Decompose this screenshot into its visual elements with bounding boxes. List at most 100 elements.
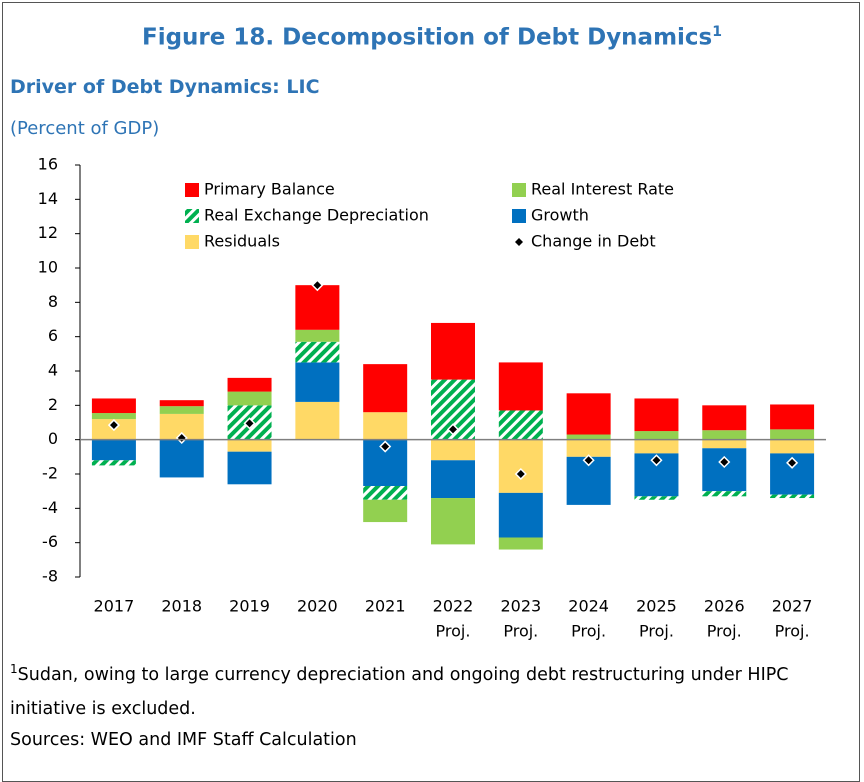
x-tick-label: 2021 — [365, 597, 406, 616]
legend-label: Real Interest Rate — [531, 180, 674, 199]
y-tick-label: 16 — [38, 155, 58, 174]
bar-segment — [227, 439, 272, 452]
x-tick-label: Proj. — [707, 622, 742, 641]
bar-segment — [702, 448, 747, 492]
footnote-mark: 1 — [10, 662, 18, 677]
bar-segment — [498, 410, 543, 440]
bar-segment — [634, 496, 679, 500]
chart-title: Figure 18. Decomposition of Debt Dynamic… — [142, 24, 713, 51]
bar-segment — [295, 329, 340, 342]
bar-segment — [431, 498, 475, 545]
bar-segment — [295, 341, 340, 363]
chart-title-block: Figure 18. Decomposition of Debt Dynamic… — [0, 24, 864, 51]
bar-segment — [634, 431, 679, 440]
x-tick-label: 2023 — [500, 597, 541, 616]
bar-segment — [566, 393, 611, 435]
change-marker — [446, 423, 460, 436]
footnote-text: Sudan, owing to large currency depreciat… — [10, 665, 789, 719]
y-tick-label: 12 — [38, 223, 58, 242]
bar-segment — [498, 537, 543, 550]
title-note-mark: 1 — [712, 24, 722, 40]
y-tick-label: 0 — [48, 429, 58, 448]
bar-segment — [634, 439, 679, 454]
bar-segment — [227, 451, 272, 485]
bar-segment — [227, 391, 272, 406]
y-tick-label: 4 — [48, 361, 58, 380]
x-tick-label: 2022 — [433, 597, 474, 616]
x-tick-label: 2027 — [772, 597, 813, 616]
bar-segment — [702, 405, 747, 431]
bar-segment — [431, 439, 475, 461]
bar-segment — [702, 439, 747, 449]
source: Sources: WEO and IMF Staff Calculation — [10, 730, 357, 750]
legend-label: Primary Balance — [204, 180, 335, 199]
chart-subtitle: Driver of Debt Dynamics: LIC — [10, 76, 320, 98]
x-tick-label: Proj. — [436, 622, 471, 641]
x-tick-label: Proj. — [639, 622, 674, 641]
change-marker — [311, 279, 324, 292]
legend-swatch — [515, 238, 523, 246]
x-tick-label: 2017 — [94, 597, 135, 616]
bar-segment — [295, 362, 340, 402]
bar-segment — [91, 460, 136, 466]
change-marker — [582, 454, 595, 467]
change-marker — [514, 467, 527, 481]
x-tick-label: 2019 — [229, 597, 270, 616]
unit-label: (Percent of GDP) — [10, 118, 160, 139]
legend-label: Residuals — [204, 232, 280, 251]
y-tick-label: 14 — [38, 189, 58, 208]
bar-segment — [770, 439, 815, 454]
x-tick-label: 2018 — [161, 597, 202, 616]
bar-segment — [363, 364, 408, 413]
legend-label: Growth — [531, 206, 589, 225]
y-tick-label: -2 — [42, 464, 58, 483]
bar-segment — [498, 492, 543, 538]
legend-swatch — [512, 209, 526, 223]
x-tick-label: Proj. — [571, 622, 606, 641]
change-marker — [786, 456, 799, 469]
bar-segment — [363, 412, 408, 440]
legend-swatch — [185, 209, 199, 223]
change-marker — [243, 417, 256, 430]
x-tick-label: Proj. — [503, 622, 538, 641]
y-tick-label: 6 — [48, 326, 58, 345]
y-tick-label: -4 — [42, 498, 58, 517]
bar-segment — [91, 398, 136, 414]
x-tick-label: 2020 — [297, 597, 338, 616]
x-tick-label: 2026 — [704, 597, 745, 616]
legend-swatch — [512, 183, 526, 197]
bar-segment — [363, 486, 408, 500]
bar-segment — [295, 285, 340, 330]
bar-segment — [91, 439, 136, 461]
footnote: 1Sudan, owing to large currency deprecia… — [10, 658, 810, 726]
bar-segment — [770, 429, 815, 440]
bar-segment — [498, 439, 543, 493]
bar-segment — [702, 491, 747, 497]
y-tick-label: -8 — [42, 567, 58, 586]
y-tick-label: 10 — [38, 258, 58, 277]
bar-segment — [159, 406, 204, 414]
bar-segment — [566, 439, 611, 457]
y-tick-label: 2 — [48, 395, 58, 414]
bar-segment — [91, 413, 136, 420]
legend-label: Real Exchange Depreciation — [204, 206, 429, 225]
legend-swatch — [185, 235, 199, 249]
x-tick-label: Proj. — [775, 622, 810, 641]
bar-segment — [227, 377, 272, 392]
bar-segment — [770, 494, 815, 499]
bar-segment — [498, 362, 543, 411]
bar-segment — [634, 398, 679, 432]
change-marker — [650, 454, 663, 467]
y-tick-label: 8 — [48, 292, 58, 311]
bar-segment — [770, 404, 815, 430]
change-marker — [175, 431, 188, 445]
bar-segment — [159, 439, 204, 478]
bar-segment — [159, 400, 204, 407]
bar-segment — [431, 460, 475, 499]
bar-segment — [363, 499, 408, 523]
change-marker — [718, 455, 731, 469]
x-tick-label: 2024 — [568, 597, 609, 616]
x-tick-label: 2025 — [636, 597, 677, 616]
